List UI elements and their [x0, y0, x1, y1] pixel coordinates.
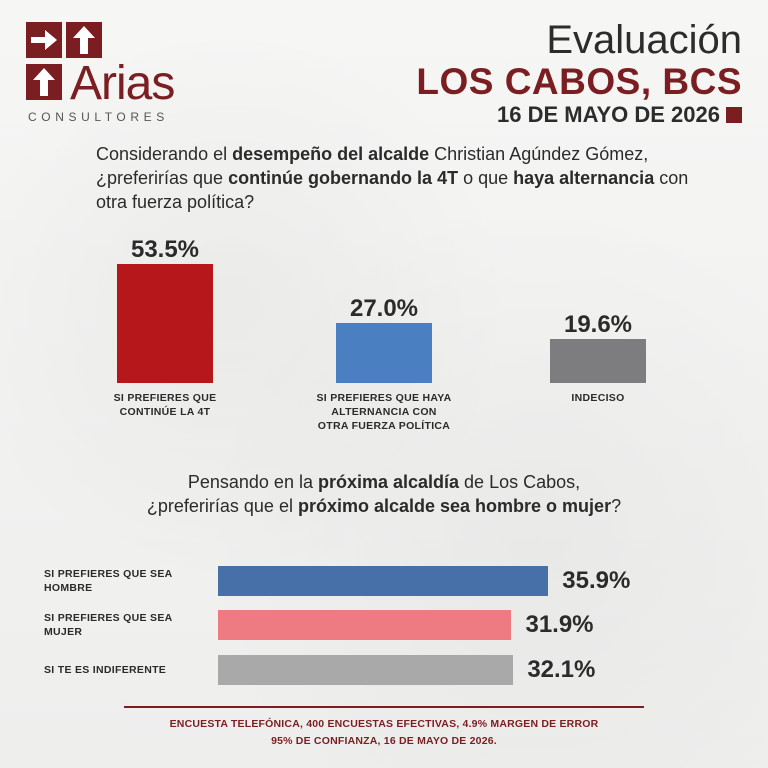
category-label: SI TE ES INDIFERENTE [44, 664, 167, 676]
question-1-line-3: otra fuerza política? [96, 192, 255, 212]
arrow-up-icon [66, 22, 102, 58]
data-label: 53.5% [130, 236, 200, 264]
brand-subtitle: CONSULTORES [28, 110, 169, 124]
footer-note: ENCUESTA TELEFÓNICA, 400 ENCUESTAS EFECT… [0, 716, 768, 750]
footer-line-2: 95% DE CONFIANZA, 16 DE MAYO DE 2026. [271, 735, 497, 747]
question-2-line-1: Pensando en la próxima alcaldía de Los C… [187, 472, 581, 492]
category-label: SI PREFIERES QUE HAYA ALTERNANCIA CON OTRA… [316, 392, 452, 432]
bar [336, 323, 432, 383]
brand-logo: Arias CONSULTORES [26, 22, 196, 124]
bar [218, 566, 549, 596]
data-label: 32.1% [527, 656, 596, 683]
bar [218, 610, 512, 640]
data-label: 27.0% [349, 295, 419, 323]
brand-name: Arias [70, 57, 175, 110]
bar [218, 655, 514, 685]
page-title: Evaluación [546, 18, 742, 62]
bar [550, 339, 646, 383]
category-label: SI PREFIERES QUE SEA MUJER [44, 612, 173, 638]
square-icon [726, 107, 742, 123]
question-1-line-2: ¿preferirías que continúe gobernando la … [96, 168, 689, 188]
category-label: INDECISO [571, 392, 625, 404]
category-label: SI PREFIERES QUE CONTINÚE LA 4T [113, 392, 217, 418]
place-title: LOS CABOS, BCS [416, 61, 742, 102]
data-label: 35.9% [562, 567, 631, 594]
arrow-up-icon [26, 64, 62, 100]
footer-line-1: ENCUESTA TELEFÓNICA, 400 ENCUESTAS EFECT… [169, 718, 599, 730]
question-1: Considerando el desempeño del alcalde Ch… [96, 142, 696, 214]
arrow-right-icon [26, 22, 62, 58]
data-label: 19.6% [563, 311, 633, 339]
question-1-line-1: Considerando el desempeño del alcalde Ch… [96, 144, 649, 164]
date-line: 16 DE MAYO DE 2026 [497, 102, 742, 128]
bar [117, 264, 213, 383]
category-label: SI PREFIERES QUE SEA HOMBRE [44, 568, 173, 594]
header: Evaluación LOS CABOS, BCS 16 DE MAYO DE … [416, 18, 742, 128]
data-label: 31.9% [525, 611, 594, 638]
footer-divider [124, 706, 644, 708]
question-2: Pensando en la próxima alcaldía de Los C… [0, 470, 768, 518]
question-2-line-2: ¿preferirías que el próximo alcalde sea … [146, 496, 622, 516]
date-text: 16 DE MAYO DE 2026 [497, 102, 720, 127]
